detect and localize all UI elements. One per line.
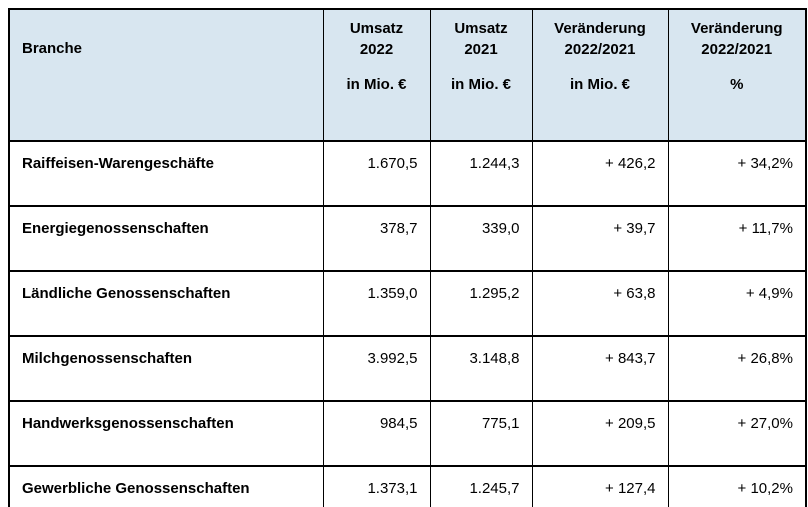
header-branche-label: Branche xyxy=(22,40,83,57)
header-title-line2: 2022/2021 xyxy=(564,41,636,58)
header-unit-label: in Mio. € xyxy=(451,76,511,93)
table-header-row: Branche Umsatz 2022 in Mio. € Umsatz 202… xyxy=(8,8,807,142)
cell-branche: Gewerbliche Genossenschaften xyxy=(8,465,324,507)
cell-veraenderung-pct: + 4,9% xyxy=(667,270,807,337)
table-row: Handwerksgenossenschaften 984,5 775,1 + … xyxy=(8,400,807,467)
cell-umsatz-2022: 984,5 xyxy=(322,400,431,467)
table-row: Energiegenossenschaften 378,7 339,0 + 39… xyxy=(8,205,807,272)
cell-veraenderung-pct: + 27,0% xyxy=(667,400,807,467)
cell-umsatz-2022: 3.992,5 xyxy=(322,335,431,402)
table-row: Ländliche Genossenschaften 1.359,0 1.295… xyxy=(8,270,807,337)
table-row: Milchgenossenschaften 3.992,5 3.148,8 + … xyxy=(8,335,807,402)
cell-veraenderung-mio: + 63,8 xyxy=(531,270,669,337)
cell-umsatz-2022: 378,7 xyxy=(322,205,431,272)
cell-veraenderung-pct: + 11,7% xyxy=(667,205,807,272)
cell-umsatz-2021: 3.148,8 xyxy=(429,335,533,402)
header-unit-label: in Mio. € xyxy=(346,76,407,93)
cell-branche: Handwerksgenossenschaften xyxy=(8,400,324,467)
header-title-line1: Umsatz xyxy=(454,20,508,37)
table-row: Gewerbliche Genossenschaften 1.373,1 1.2… xyxy=(8,465,807,507)
cell-veraenderung-mio: + 209,5 xyxy=(531,400,669,467)
cell-umsatz-2022: 1.373,1 xyxy=(322,465,431,507)
cell-veraenderung-mio: + 39,7 xyxy=(531,205,669,272)
header-title-line1: Umsatz xyxy=(349,20,404,37)
cell-veraenderung-pct: + 10,2% xyxy=(667,465,807,507)
cell-umsatz-2021: 1.295,2 xyxy=(429,270,533,337)
cell-umsatz-2021: 775,1 xyxy=(429,400,533,467)
cell-umsatz-2021: 339,0 xyxy=(429,205,533,272)
cell-umsatz-2021: 1.244,3 xyxy=(429,140,533,207)
cell-branche: Milchgenossenschaften xyxy=(8,335,324,402)
header-cell-umsatz-2022: Umsatz 2022 in Mio. € xyxy=(322,8,431,142)
cell-umsatz-2022: 1.670,5 xyxy=(322,140,431,207)
cell-veraenderung-mio: + 426,2 xyxy=(531,140,669,207)
header-cell-veraenderung-pct: Veränderung 2022/2021 % xyxy=(667,8,807,142)
cell-veraenderung-mio: + 843,7 xyxy=(531,335,669,402)
header-unit-label: % xyxy=(730,76,744,93)
cell-branche: Raiffeisen-Warengeschäfte xyxy=(8,140,324,207)
cell-veraenderung-pct: + 26,8% xyxy=(667,335,807,402)
header-title-line1: Veränderung xyxy=(690,20,783,37)
header-cell-veraenderung-mio: Veränderung 2022/2021 in Mio. € xyxy=(531,8,669,142)
branchen-umsatz-table: Branche Umsatz 2022 in Mio. € Umsatz 202… xyxy=(8,8,807,507)
header-cell-umsatz-2021: Umsatz 2021 in Mio. € xyxy=(429,8,533,142)
header-title-line2: 2022 xyxy=(359,41,394,58)
cell-veraenderung-mio: + 127,4 xyxy=(531,465,669,507)
cell-branche: Ländliche Genossenschaften xyxy=(8,270,324,337)
header-cell-branche: Branche xyxy=(8,8,324,142)
header-unit-label: in Mio. € xyxy=(570,76,630,93)
cell-umsatz-2021: 1.245,7 xyxy=(429,465,533,507)
table-row: Raiffeisen-Warengeschäfte 1.670,5 1.244,… xyxy=(8,140,807,207)
header-title-line2: 2022/2021 xyxy=(701,41,773,58)
cell-branche: Energiegenossenschaften xyxy=(8,205,324,272)
cell-umsatz-2022: 1.359,0 xyxy=(322,270,431,337)
header-title-line1: Veränderung xyxy=(554,20,646,37)
cell-veraenderung-pct: + 34,2% xyxy=(667,140,807,207)
header-title-line2: 2021 xyxy=(464,41,498,58)
